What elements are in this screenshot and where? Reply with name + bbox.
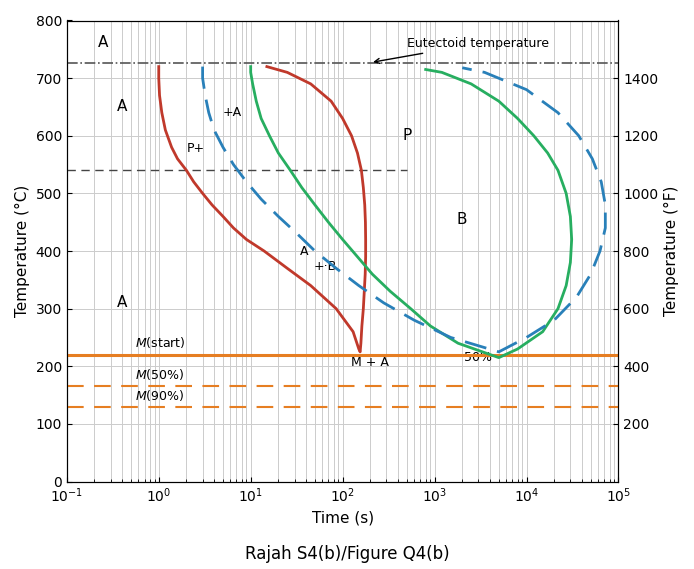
Text: $M$(90%): $M$(90%) <box>135 388 184 403</box>
Text: A: A <box>99 35 108 50</box>
Text: A: A <box>117 100 127 114</box>
Text: 50%: 50% <box>464 351 493 364</box>
Text: B: B <box>457 212 468 227</box>
Text: A: A <box>300 245 308 258</box>
Text: P+: P+ <box>187 142 205 155</box>
X-axis label: Time (s): Time (s) <box>312 510 373 526</box>
Y-axis label: Temperature (°F): Temperature (°F) <box>664 186 679 316</box>
Text: $M$(start): $M$(start) <box>135 335 185 350</box>
Text: P: P <box>403 128 412 143</box>
Text: A: A <box>117 295 127 310</box>
Y-axis label: Temperature (°C): Temperature (°C) <box>15 185 30 317</box>
Text: Eutectoid temperature: Eutectoid temperature <box>375 37 549 63</box>
Text: Rajah S4(b)/Figure Q4(b): Rajah S4(b)/Figure Q4(b) <box>245 545 449 563</box>
Text: +A: +A <box>223 106 242 119</box>
Text: +·B: +·B <box>314 260 337 273</box>
Text: M + A: M + A <box>351 356 389 369</box>
Text: $M$(50%): $M$(50%) <box>135 368 184 382</box>
